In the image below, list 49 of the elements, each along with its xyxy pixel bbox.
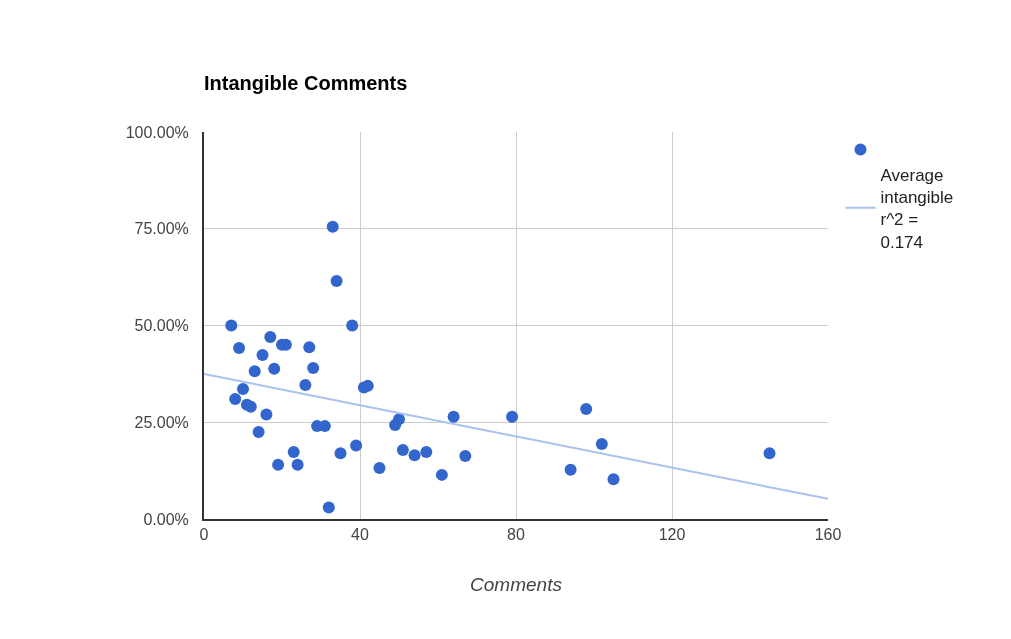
point [595,437,608,450]
x-tick-label: 40 [351,526,369,544]
point [272,458,285,471]
point [580,403,593,416]
point [763,447,776,460]
point [408,449,421,462]
point [435,468,448,481]
point [447,410,460,423]
y-tick-label: 100.00% [125,123,189,141]
point [330,275,343,287]
point [248,365,261,378]
point [252,425,265,438]
point [334,447,347,460]
point [607,473,620,486]
point [373,461,386,474]
x-tick-label: 0 [199,526,209,544]
point [396,444,409,457]
x-axis-title: Comments [470,573,563,595]
point [322,501,335,514]
chart-title: Intangible Comments [204,72,408,95]
x-tick-label: 80 [507,526,525,544]
point [303,341,316,354]
point [233,341,246,354]
point [256,348,269,361]
point [564,463,577,476]
y-tick-label: 0.00% [143,510,189,528]
point [287,446,300,459]
legend-label: Average intangible r^2 = 0.174 [880,166,954,252]
point [299,379,312,392]
y-tick-label: 75.00% [134,220,189,238]
y-tick-label: 50.00% [134,317,189,335]
point [225,319,238,332]
point [307,362,320,375]
point [393,413,405,426]
point [346,319,359,332]
point [506,410,519,423]
point [350,439,363,452]
x-tick-label: 160 [814,526,842,544]
point [229,393,242,406]
point [264,331,277,344]
point [326,220,339,233]
point [459,449,472,462]
y-tick-label: 25.00% [134,413,189,431]
point [237,382,249,395]
point [268,362,281,375]
point [260,408,273,421]
point [291,458,304,471]
point [420,446,433,459]
x-tick-label: 120 [658,526,686,544]
